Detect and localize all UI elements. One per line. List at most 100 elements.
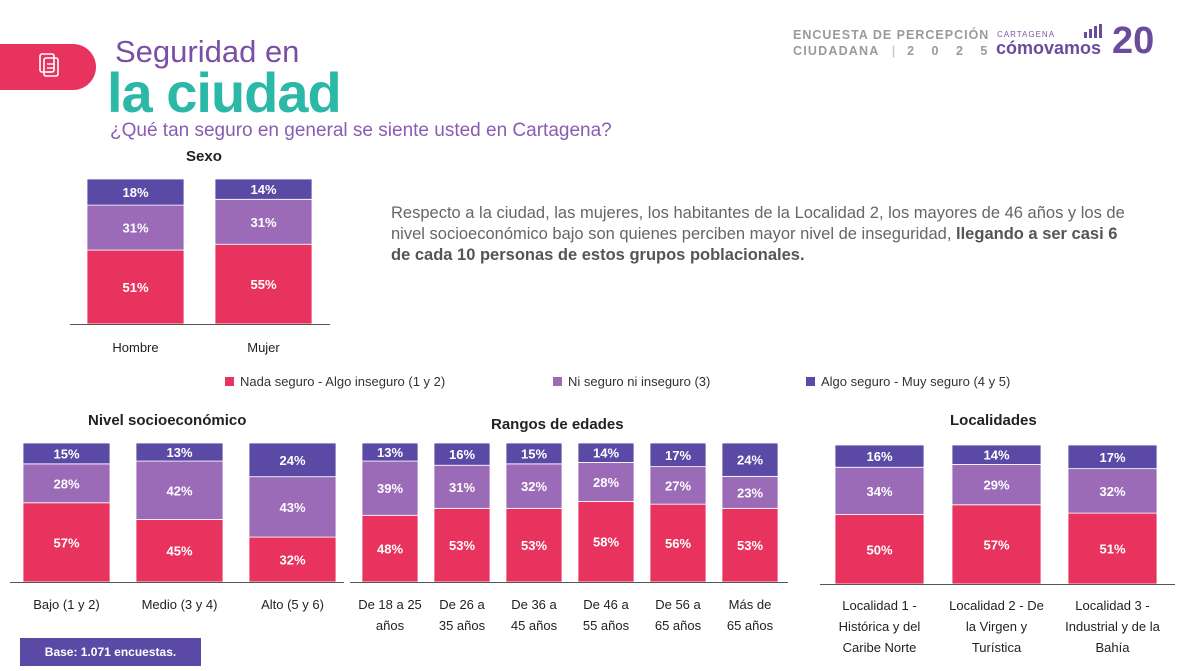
bar-segment [135,442,224,462]
bar-segment [433,507,491,583]
category-label: años [376,618,405,633]
data-label: 15% [521,446,547,461]
category-label: Hombre [112,340,158,355]
data-label: 39% [377,481,403,496]
category-label: Localidad 2 - De [949,598,1044,613]
survey-label-line1: ENCUESTA DE PERCEPCIÓN [793,28,990,42]
data-label: 32% [1099,484,1125,499]
category-label: Medio (3 y 4) [142,597,218,612]
bar-segment [22,442,111,465]
chart-title-sexo: Sexo [186,148,222,165]
security-icon [39,53,59,77]
data-label: 58% [593,535,619,550]
bar-segment [721,442,779,477]
survey-year: 2 0 2 5 [907,44,995,58]
category-label: De 26 a [439,597,485,612]
data-label: 16% [866,449,892,464]
data-label: 29% [983,478,1009,493]
category-label: Localidad 1 - [842,598,916,613]
data-label: 14% [983,448,1009,463]
category-label: Bajo (1 y 2) [33,597,99,612]
survey-label-line2: CIUDADANA | 2 0 2 5 [793,44,995,58]
bar-segment [214,198,313,245]
bar-segment [135,519,224,583]
legend-item-safe: Algo seguro - Muy seguro (4 y 5) [806,374,1010,389]
data-label: 15% [53,446,79,461]
bar-segment [214,243,313,325]
bar-segment [1067,444,1158,470]
category-label: 65 años [655,618,702,633]
data-label: 28% [53,476,79,491]
page-question: ¿Qué tan seguro en general se siente ust… [110,120,612,141]
intro-text-regular: Respecto a la ciudad, las mujeres, los h… [391,204,1125,243]
chart-title-nse: Nivel socioeconómico [88,412,247,429]
bar-segment [86,204,185,251]
bar-segment [721,507,779,583]
data-label: 32% [279,553,305,568]
bar-segment [361,442,419,462]
category-label: 45 años [511,618,558,633]
bar-segment [86,178,185,206]
category-label: Localidad 3 - [1075,598,1149,613]
data-label: 32% [521,479,547,494]
bar-segment [214,178,313,200]
category-label: De 56 a [655,597,701,612]
bar-segment [649,466,707,505]
data-label: 42% [166,483,192,498]
data-label: 43% [279,500,305,515]
legend-swatch [553,377,562,386]
data-label: 56% [665,536,691,551]
data-label: 51% [122,280,148,295]
logo-city: CARTAGENA [997,30,1056,39]
bar-segment [361,514,419,583]
bar-segment [649,442,707,468]
data-label: 13% [377,445,403,460]
legend-label: Ni seguro ni inseguro (3) [568,374,711,389]
data-label: 45% [166,544,192,559]
category-label: Mujer [247,340,280,355]
category-label: Bahía [1096,640,1131,655]
data-label: 24% [279,453,305,468]
category-label: Alto (5 y 6) [261,597,324,612]
bars-logo-icon [1084,24,1102,38]
bar-segment [1067,512,1158,585]
intro-text: Respecto a la ciudad, las mujeres, los h… [391,203,1131,266]
bar-segment [577,442,635,463]
data-label: 27% [665,478,691,493]
data-label: 24% [737,453,763,468]
data-label: 31% [250,215,276,230]
anniversary-badge: 20 [1112,20,1155,62]
data-label: 23% [737,485,763,500]
survey-label-ciudadana: CIUDADANA [793,44,880,58]
category-label: Turística [972,640,1022,655]
category-label: 55 años [583,618,630,633]
legend-swatch [225,377,234,386]
base-badge: Base: 1.071 encuestas. [20,638,201,666]
data-label: 57% [53,535,79,550]
bar-segment [361,460,419,516]
bar-segment [505,442,563,465]
bar-segment [248,442,337,478]
bar-segment [721,475,779,509]
legend-item-neutral: Ni seguro ni inseguro (3) [553,374,710,389]
category-label: Histórica y del [839,619,921,634]
category-label: De 18 a 25 [358,597,422,612]
data-label: 53% [737,538,763,553]
data-label: 17% [665,448,691,463]
data-label: 31% [449,480,475,495]
chart-title-localidades: Localidades [950,412,1037,429]
category-label: Más de [729,597,772,612]
bar-segment [248,536,337,583]
category-label: la Virgen y [966,619,1028,634]
page-title-line2: la ciudad [107,61,342,124]
data-label: 53% [449,538,475,553]
data-label: 51% [1099,542,1125,557]
bar-segment [577,500,635,583]
bar-segment [951,504,1042,585]
legend-label: Algo seguro - Muy seguro (4 y 5) [821,374,1011,389]
page-title-line1: Seguridad en [115,34,300,69]
data-label: 14% [250,182,276,197]
bar-segment [951,444,1042,465]
data-label: 48% [377,542,403,557]
